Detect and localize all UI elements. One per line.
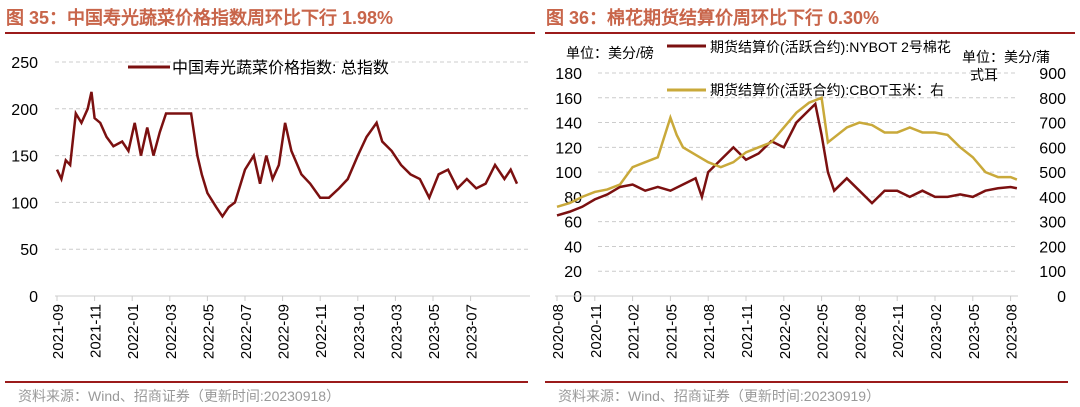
chart-title: 图 35：中国寿光蔬菜价格指数周环比下行 1.98% [6, 8, 394, 28]
y2-tick-label: 500 [1039, 165, 1066, 182]
x-tick-label: 2022-09 [276, 304, 293, 359]
bottom-rule [5, 381, 528, 383]
source-note: 资料来源：Wind、招商证券（更新时间:20230919） [558, 388, 881, 404]
y-tick-label: 250 [11, 55, 38, 72]
chart-panel-cotton-futures: 图 36：棉花期货结算价周环比下行 0.30% 0 20 40 60 80 100 120 1… [540, 0, 1080, 407]
y-tick-label: 100 [11, 195, 38, 212]
y2-tick-label: 600 [1039, 140, 1066, 157]
x-tick-label: 2022-01 [125, 304, 142, 359]
y2-tick-label: 300 [1039, 215, 1066, 232]
x-tick-label: 2021-11 [88, 304, 105, 358]
y-tick-label: 50 [20, 242, 38, 259]
chart-panel-vegetable-index: 图 35：中国寿光蔬菜价格指数周环比下行 1.98% 0 50 100 150 200 2… [5, 8, 535, 404]
chart-title: 图 36：棉花期货结算价周环比下行 0.30% [546, 8, 880, 28]
y2-tick-label: 0 [1057, 289, 1066, 306]
x-tick-label: 2023-02 [928, 304, 945, 359]
y-tick-label: 160 [555, 91, 582, 108]
y2-tick-label: 800 [1039, 91, 1066, 108]
bottom-rule [545, 381, 1068, 383]
series-line-cbot-corn [556, 96, 1018, 208]
x-tick-label: 2021-05 [663, 304, 680, 359]
x-tick-label: 2021-11 [739, 304, 756, 358]
y-tick-label: 0 [29, 289, 38, 306]
y-tick-label: 200 [11, 102, 38, 119]
y2-tick-label: 100 [1039, 264, 1066, 281]
x-tick-label: 2023-05 [426, 304, 443, 359]
x-tick-label: 2020-11 [588, 304, 605, 358]
x-tick-label: 2022-11 [313, 304, 330, 358]
chart-cotton-futures: 0204060801001201401601800100200300400500… [550, 39, 1066, 359]
y-tick-label: 150 [11, 149, 38, 166]
x-tick-label: 2022-03 [163, 304, 180, 359]
x-tick-label: 2022-02 [777, 304, 794, 359]
source-note: 资料来源：Wind、招商证券（更新时间:20230918） [18, 388, 341, 404]
x-tick-label: 2023-01 [351, 304, 368, 359]
y-tick-label: 60 [564, 215, 582, 232]
x-tick-label: 2023-05 [966, 304, 983, 359]
y2-tick-label: 400 [1039, 190, 1066, 207]
title-rule [545, 32, 1075, 34]
y2-tick-label: 200 [1039, 239, 1066, 256]
y-tick-label: 140 [555, 116, 582, 133]
title-rule [5, 32, 535, 34]
y-tick-label: 100 [555, 165, 582, 182]
legend-label-corn: 期货结算价(活跃合约):CBOT玉米：右 [710, 82, 944, 98]
series-line-vegetable-index [55, 91, 519, 219]
chart-vegetable-index: 0 50 100 150 200 250 2021-09 2021-11 2022-01 2022… [11, 55, 530, 359]
y-axis-label: 单位：美分/磅 [566, 45, 654, 61]
x-tick-label: 2022-07 [238, 304, 255, 359]
y2-tick-label: 700 [1039, 116, 1066, 133]
legend-label-cotton: 期货结算价(活跃合约):NYBOT 2号棉花 [710, 39, 951, 55]
y2-axis-label-cont: 式耳 [970, 67, 998, 83]
y2-axis-label: 单位：美分/蒲 [962, 49, 1050, 65]
series-line-nybot-cotton [556, 101, 1018, 217]
x-tick-label: 2021-08 [701, 304, 718, 359]
x-tick-label: 2023-08 [1004, 304, 1021, 359]
y2-tick-label: 900 [1039, 66, 1066, 83]
y-tick-label: 0 [573, 289, 582, 306]
legend-label: 中国寿光蔬菜价格指数: 总指数 [172, 59, 389, 77]
y-tick-label: 40 [564, 239, 582, 256]
x-tick-label: 2022-05 [200, 304, 217, 359]
x-tick-label: 2022-11 [890, 304, 907, 358]
x-tick-label: 2021-09 [50, 304, 67, 359]
y-tick-label: 180 [555, 66, 582, 83]
x-tick-label: 2022-05 [815, 304, 832, 359]
x-tick-label: 2023-03 [388, 304, 405, 359]
x-tick-label: 2023-07 [464, 304, 481, 359]
x-tick-label: 2021-02 [626, 304, 643, 359]
y-tick-label: 20 [564, 264, 582, 281]
x-tick-label: 2022-08 [852, 304, 869, 359]
x-tick-label: 2020-08 [550, 304, 567, 359]
y-tick-label: 120 [555, 140, 582, 157]
